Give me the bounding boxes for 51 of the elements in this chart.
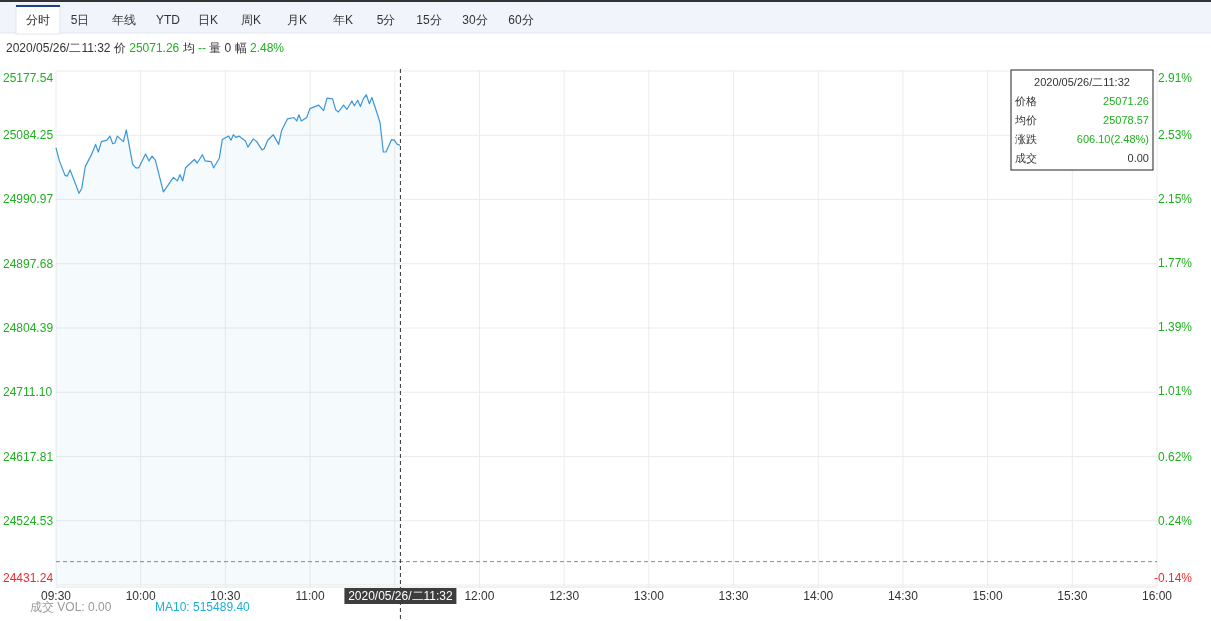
x-tick-label: 10:30 bbox=[210, 589, 241, 603]
x-tick-label: 11:00 bbox=[295, 589, 325, 603]
y2-tick-label: 1.01% bbox=[1157, 384, 1193, 399]
y2-tick-label: 2.91% bbox=[1157, 71, 1193, 85]
y-tick-label: 25084.25 bbox=[3, 128, 54, 143]
text: 成交 0.00 bbox=[1015, 152, 1149, 164]
y-tick-label: 24897.68 bbox=[3, 256, 54, 271]
text: 15分 bbox=[416, 13, 442, 27]
y-tick-label: 24524.53 bbox=[3, 513, 54, 528]
x-tick-label: 14:30 bbox=[887, 589, 919, 603]
text: 均价 25078.57 bbox=[1015, 114, 1149, 126]
x-tick-label: 12:30 bbox=[549, 589, 580, 603]
text: 30分 bbox=[462, 13, 488, 27]
y-tick-label: 24990.97 bbox=[3, 192, 54, 207]
y-tick-label: 24617.81 bbox=[3, 449, 54, 464]
x-tick-label: 15:00 bbox=[972, 589, 1003, 603]
text: 分时 bbox=[26, 13, 50, 27]
y2-tick-label: 1.39% bbox=[1157, 320, 1193, 335]
text: 60分 bbox=[508, 13, 534, 27]
x-tick-label: 12:00 bbox=[464, 589, 495, 603]
y-tick-label: 24431.24 bbox=[3, 571, 54, 585]
x-tick-label: 13:30 bbox=[718, 589, 749, 603]
text: 周K bbox=[240, 13, 262, 27]
y-tick-label: 24711.10 bbox=[3, 385, 53, 400]
text: 涨跌 606.10(2.48%) bbox=[1015, 133, 1149, 145]
annotation: 2020/05/26/二11:32 bbox=[1034, 76, 1130, 88]
text: 2020/05/26/二11:32 bbox=[348, 589, 453, 603]
text: 2020/05/26/二11:32 价 25071.26 均 -- 量 0 幅 2.48% bbox=[6, 41, 284, 55]
x-tick-label: 15:30 bbox=[1057, 589, 1088, 603]
y-tick-label: 25177.54 bbox=[3, 71, 54, 85]
x-tick-label: 16:00 bbox=[1141, 589, 1173, 603]
text: MA10: 515489.40 bbox=[155, 600, 251, 614]
y2-tick-label: 0.24% bbox=[1157, 513, 1193, 528]
y2-tick-label: 0.62% bbox=[1157, 449, 1193, 464]
text: 日K bbox=[197, 13, 219, 27]
x-tick-label: 13:00 bbox=[633, 589, 665, 603]
text: YTD bbox=[156, 13, 181, 27]
text: 月K bbox=[286, 13, 308, 27]
x-tick-label: 10:00 bbox=[125, 589, 157, 603]
text: 年线 bbox=[112, 13, 136, 27]
y2-tick-label: 2.53% bbox=[1157, 128, 1193, 143]
text: 价格 25071.26 bbox=[1015, 95, 1149, 107]
text: 年K bbox=[332, 13, 354, 27]
y2-tick-label: 1.77% bbox=[1157, 256, 1193, 271]
text: 5日 bbox=[70, 13, 90, 27]
x-tick-label: 14:00 bbox=[803, 589, 834, 603]
text: 5分 bbox=[376, 13, 396, 27]
text: 成交 VOL: 0.00 bbox=[30, 600, 112, 614]
y2-tick-label: -0.14% bbox=[1153, 571, 1193, 585]
y-tick-label: 24804.39 bbox=[3, 321, 54, 335]
y2-tick-label: 2.15% bbox=[1157, 192, 1193, 207]
